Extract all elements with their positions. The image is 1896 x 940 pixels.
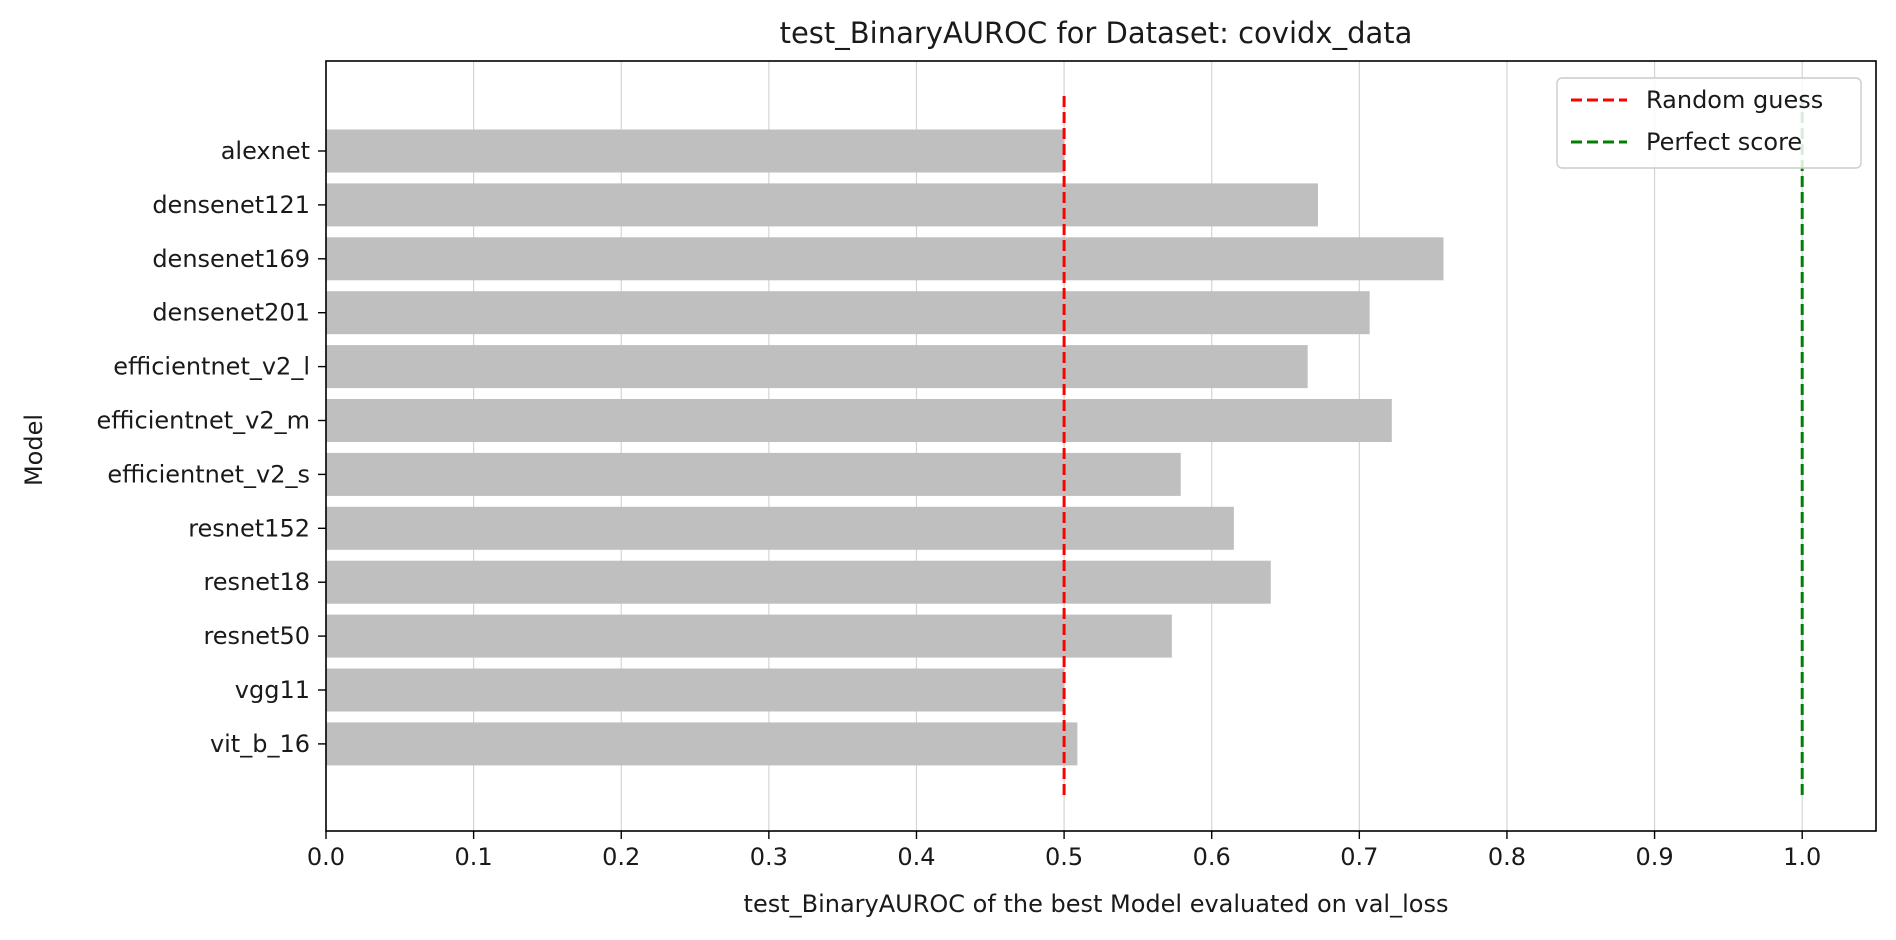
bar-densenet201 (326, 291, 1370, 335)
legend-label-random-guess: Random guess (1646, 86, 1823, 114)
bar-efficientnet-v2-s (326, 452, 1181, 496)
x-tick-label: 0.9 (1635, 843, 1673, 871)
y-tick-label-alexnet: alexnet (221, 137, 310, 165)
plot-frame (325, 60, 1877, 832)
x-tick-label: 0.6 (1193, 843, 1231, 871)
x-tick-label: 0.0 (307, 843, 345, 871)
y-tick-label-densenet201: densenet201 (152, 299, 310, 327)
y-tick-label-efficientnet-v2-s: efficientnet_v2_s (107, 460, 310, 488)
x-tick-label: 1.0 (1783, 843, 1821, 871)
y-tick-label-vgg11: vgg11 (235, 676, 310, 704)
y-tick-label-resnet18: resnet18 (203, 568, 310, 596)
y-tick-label-resnet152: resnet152 (188, 514, 310, 542)
x-tick-label: 0.3 (750, 843, 788, 871)
x-axis-ticks: 0.0 0.1 0.2 0.3 0.4 0.5 0.6 0.7 0.8 0.9 1.0 (307, 831, 1821, 871)
bar-alexnet (326, 129, 1065, 173)
x-tick-label: 0.7 (1340, 843, 1378, 871)
bar-resnet18 (326, 560, 1271, 604)
bars (326, 129, 1444, 766)
x-tick-label: 0.4 (897, 843, 935, 871)
bar-resnet50 (326, 614, 1172, 658)
y-axis-title: Model (20, 414, 48, 486)
legend-box (1556, 77, 1862, 169)
chart-title: test_BinaryAUROC for Dataset: covidx_dat… (780, 16, 1413, 50)
y-axis-ticks: alexnet densenet121 densenet169 densenet201… (97, 137, 326, 758)
y-tick-label-efficientnet-v2-l: efficientnet_v2_l (113, 353, 310, 381)
y-tick-label-densenet169: densenet169 (152, 245, 310, 273)
y-tick-label-densenet121: densenet121 (152, 191, 310, 219)
bar-densenet169 (326, 237, 1444, 281)
bar-efficientnet-v2-m (326, 399, 1392, 442)
bar-vit-b-16 (326, 722, 1078, 766)
y-tick-label-efficientnet-v2-m: efficientnet_v2_m (97, 407, 310, 435)
x-tick-label: 0.1 (455, 843, 493, 871)
x-tick-label: 0.2 (602, 843, 640, 871)
x-tick-label: 0.5 (1045, 843, 1083, 871)
bar-vgg11 (326, 668, 1065, 712)
bar-densenet121 (326, 183, 1318, 227)
legend: Random guess Perfect score (1556, 77, 1862, 169)
x-tick-label: 0.8 (1488, 843, 1526, 871)
bar-resnet152 (326, 506, 1234, 550)
y-tick-label-vit-b-16: vit_b_16 (210, 730, 310, 758)
reference-lines (1062, 96, 1804, 797)
bar-efficientnet-v2-l (326, 345, 1308, 389)
legend-label-perfect-score: Perfect score (1646, 128, 1802, 156)
y-tick-label-resnet50: resnet50 (203, 622, 310, 650)
x-axis-title: test_BinaryAUROC of the best Model evalu… (744, 890, 1449, 918)
